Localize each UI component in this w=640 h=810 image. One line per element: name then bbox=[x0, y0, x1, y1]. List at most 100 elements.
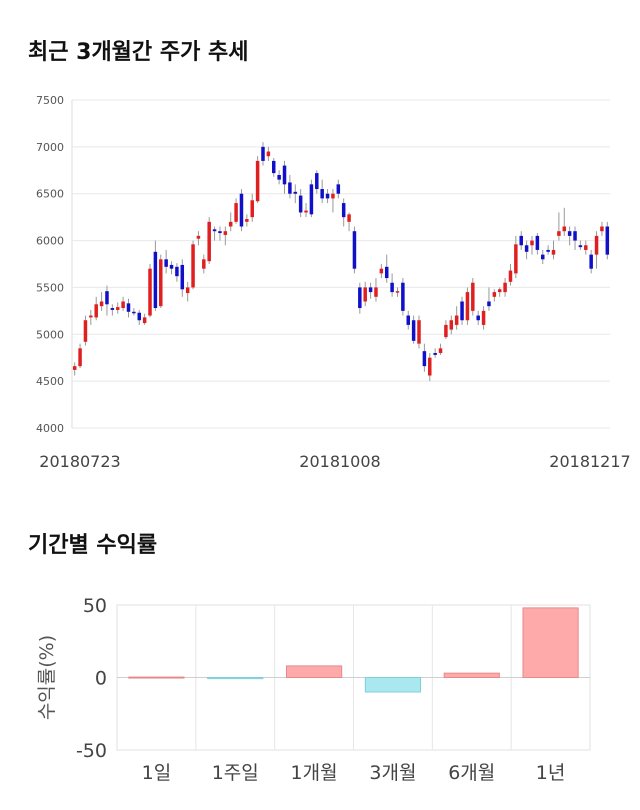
candle-body bbox=[584, 245, 588, 250]
candle-body bbox=[142, 317, 147, 324]
x-tick-label: 1주일 bbox=[212, 762, 259, 784]
bar bbox=[285, 665, 343, 679]
candle-body bbox=[272, 160, 276, 174]
y-axis-label: 수익률(%) bbox=[36, 635, 58, 720]
candle-body bbox=[255, 160, 260, 202]
candle-body bbox=[449, 320, 454, 330]
candle-body bbox=[428, 357, 432, 376]
candle-body bbox=[315, 173, 319, 190]
candle-body bbox=[137, 312, 141, 321]
candle-body bbox=[110, 308, 115, 310]
candle-body bbox=[94, 304, 98, 318]
candle-body bbox=[492, 292, 497, 297]
candle-body bbox=[562, 226, 567, 232]
x-tick-label: 20181008 bbox=[299, 452, 380, 471]
candle-body bbox=[374, 287, 378, 297]
candle-body bbox=[541, 254, 545, 260]
candle-body bbox=[594, 235, 599, 255]
bar bbox=[522, 607, 579, 678]
candle-body bbox=[589, 254, 593, 269]
candle-body bbox=[422, 351, 427, 367]
candle-body bbox=[212, 229, 217, 232]
period-returns-title: 기간별 수익률 bbox=[28, 533, 158, 558]
candle-body bbox=[164, 259, 168, 267]
candle-body bbox=[304, 210, 308, 213]
y-tick-label: 4500 bbox=[36, 375, 64, 388]
candle-body bbox=[245, 219, 249, 222]
candle-body bbox=[514, 244, 518, 274]
candle-body bbox=[406, 315, 410, 325]
x-tick-label: 3개월 bbox=[369, 762, 416, 784]
candle-body bbox=[471, 282, 475, 311]
candle-body bbox=[159, 259, 163, 307]
candle-body bbox=[336, 184, 341, 194]
returns-bar-chart: -50 0 50 수익률(%) 1일 1주일 1개월 3개월 6개월 1년 bbox=[36, 595, 591, 784]
candle-body bbox=[250, 200, 254, 218]
candle-body bbox=[363, 287, 367, 302]
candle-body bbox=[132, 311, 136, 314]
candle-body bbox=[207, 221, 211, 262]
candle-body bbox=[557, 231, 561, 236]
candle-body bbox=[487, 301, 491, 307]
candle-body bbox=[72, 366, 77, 370]
candlestick-chart: 4000 4500 5000 5500 6000 6500 7000 7500 20180723… bbox=[36, 94, 631, 471]
candle-body bbox=[347, 214, 351, 222]
y-tick-label: 6500 bbox=[36, 188, 64, 201]
x-tick-label: 6개월 bbox=[448, 762, 495, 784]
candle-body bbox=[460, 301, 464, 321]
candle-body bbox=[282, 165, 287, 185]
candle-body bbox=[368, 287, 373, 293]
candle-body bbox=[169, 264, 174, 269]
candle-body bbox=[341, 203, 346, 218]
candle-body bbox=[261, 146, 265, 161]
y-tick-label: 5000 bbox=[36, 328, 64, 341]
y-tick-label: 50 bbox=[83, 595, 107, 617]
y-tick-label: 7500 bbox=[36, 94, 64, 107]
candle-body bbox=[567, 231, 572, 236]
candle-body bbox=[465, 292, 470, 321]
candle-body bbox=[401, 282, 405, 311]
candle-body bbox=[578, 245, 583, 248]
candle-body bbox=[234, 203, 238, 222]
candle-body bbox=[352, 231, 357, 269]
candle-body bbox=[530, 240, 534, 246]
candle-body bbox=[454, 315, 459, 325]
candle-body bbox=[411, 320, 416, 341]
candle-body bbox=[293, 191, 298, 194]
candle-body bbox=[223, 231, 228, 235]
candle-body bbox=[105, 291, 109, 305]
candle-body bbox=[83, 320, 88, 342]
candle-body bbox=[524, 245, 529, 252]
candle-body bbox=[433, 353, 437, 355]
candle-body bbox=[503, 282, 507, 293]
candle-body bbox=[180, 264, 185, 290]
candle-body bbox=[395, 291, 400, 293]
bar bbox=[364, 677, 422, 693]
candle-body bbox=[508, 270, 513, 282]
candle-body bbox=[277, 174, 281, 180]
candle-body bbox=[497, 289, 502, 293]
candle-body bbox=[298, 195, 303, 213]
candle-body bbox=[600, 226, 604, 232]
candle-body bbox=[89, 315, 93, 318]
candle-body bbox=[476, 315, 480, 321]
candle-body bbox=[320, 189, 324, 199]
candle-body bbox=[331, 193, 335, 199]
candle-body bbox=[573, 231, 577, 241]
bar bbox=[128, 676, 185, 679]
candle-body bbox=[444, 324, 448, 338]
bar bbox=[207, 677, 264, 680]
y-tick-label: -50 bbox=[76, 740, 107, 762]
y-tick-label: 0 bbox=[95, 668, 107, 690]
candle-body bbox=[358, 287, 362, 309]
candle-body bbox=[126, 303, 131, 312]
x-tick-label: 20181217 bbox=[549, 452, 630, 471]
candle-body bbox=[121, 301, 125, 309]
candle-body bbox=[228, 221, 233, 227]
candle-body bbox=[417, 320, 421, 344]
candle-body bbox=[535, 235, 540, 250]
x-tick-label: 1일 bbox=[142, 762, 172, 784]
candle-body bbox=[605, 226, 610, 255]
candle-body bbox=[266, 151, 271, 157]
candle-body bbox=[99, 301, 104, 307]
